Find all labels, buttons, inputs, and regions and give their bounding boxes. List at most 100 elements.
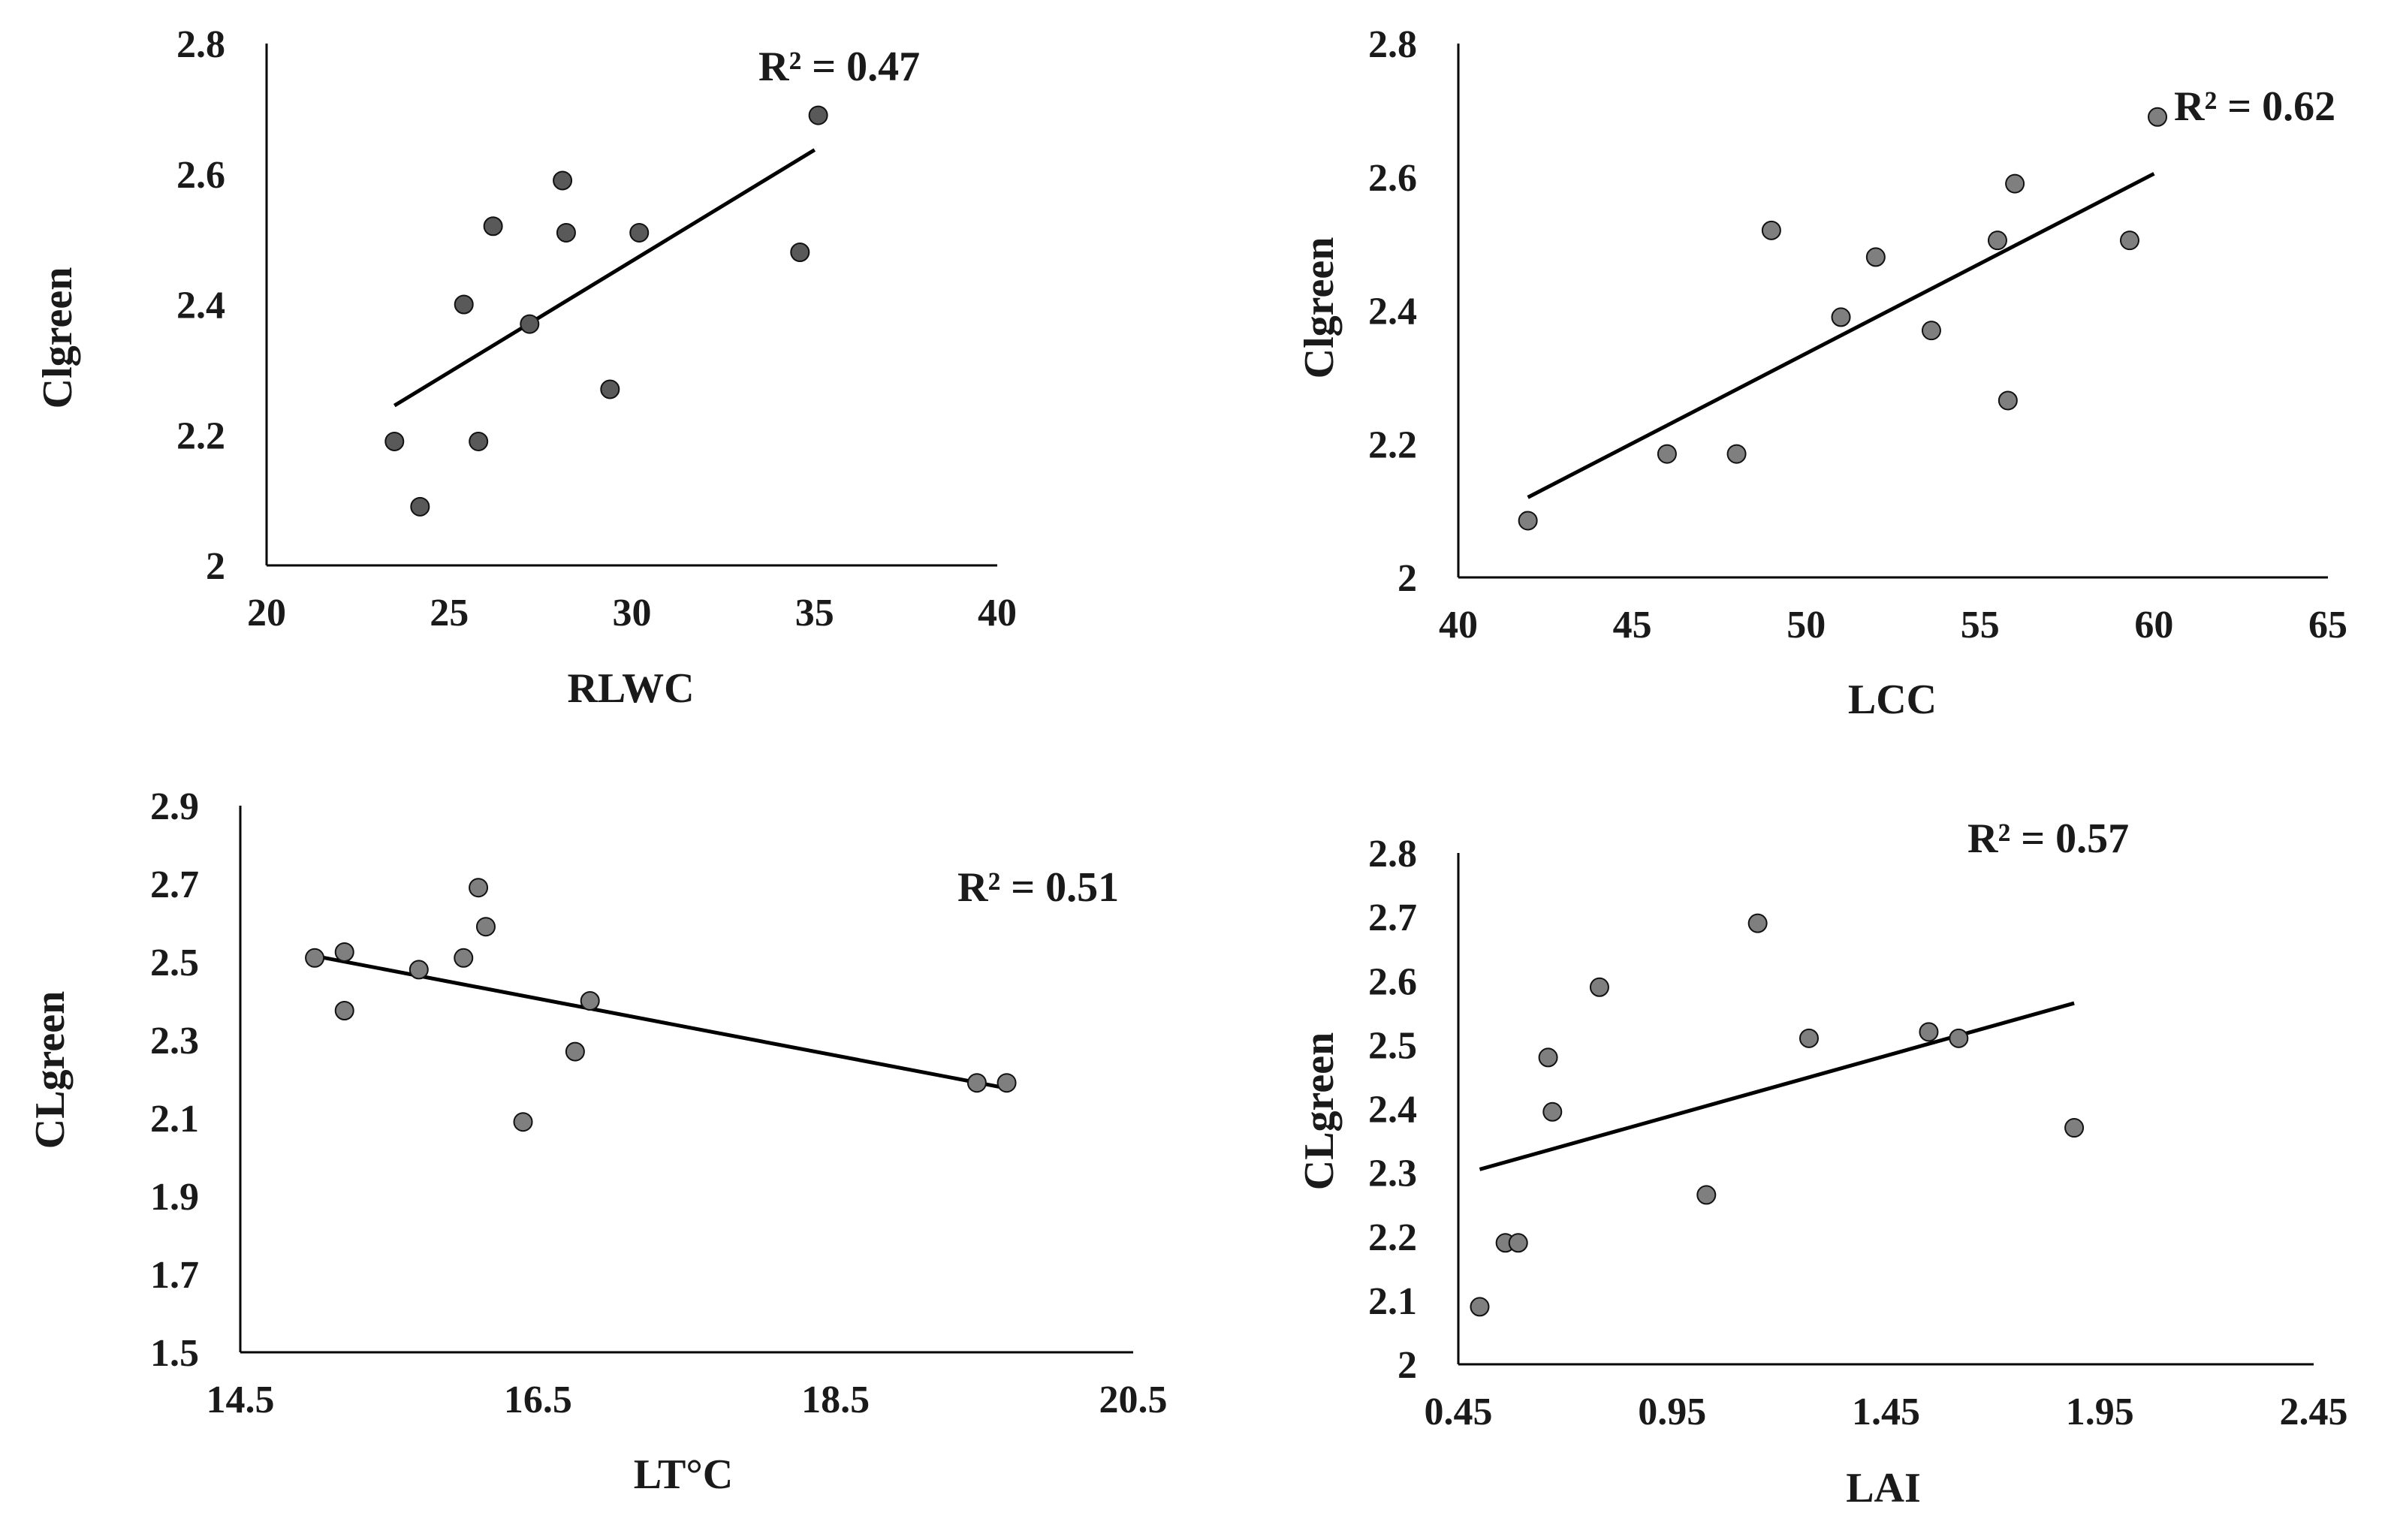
y-tick-label: 2.3 bbox=[1368, 1153, 1417, 1195]
data-point bbox=[808, 105, 828, 125]
data-point bbox=[1949, 1028, 1969, 1048]
x-tick-labels: 14.5 16.5 18.5 20.5 bbox=[207, 1379, 1168, 1421]
y-tick-labels: 1.5 1.7 1.9 2.1 2.3 2.5 2.7 2.9 bbox=[150, 785, 199, 1375]
trendline bbox=[1527, 172, 2155, 499]
data-point bbox=[1538, 1047, 1558, 1068]
data-point bbox=[1761, 220, 1781, 240]
data-point bbox=[1589, 977, 1609, 997]
x-tick-label: 18.5 bbox=[801, 1379, 870, 1421]
trendline bbox=[393, 148, 816, 408]
trendline bbox=[314, 954, 1000, 1089]
x-tick-label: 60 bbox=[2134, 604, 2173, 646]
x-tick-label: 0.45 bbox=[1425, 1391, 1493, 1433]
data-point bbox=[2064, 1118, 2085, 1138]
x-axis-title: LT°C bbox=[634, 1451, 733, 1498]
y-axis-title: CLgreen bbox=[27, 991, 74, 1150]
data-point bbox=[1696, 1185, 1717, 1205]
x-tick-label: 20.5 bbox=[1099, 1379, 1168, 1421]
data-point bbox=[410, 496, 430, 517]
data-point bbox=[409, 960, 429, 980]
r-squared-label: R² = 0.57 bbox=[1967, 815, 2129, 862]
x-tick-label: 14.5 bbox=[207, 1379, 275, 1421]
y-tick-label: 2.7 bbox=[1368, 897, 1417, 939]
panel-ltc: 14.5 16.5 18.5 20.5 1.5 1.7 1.9 2.1 2.3 2.5 2.7 2.… bbox=[27, 785, 1168, 1498]
y-tick-label: 2.6 bbox=[1368, 960, 1417, 1003]
x-tick-label: 35 bbox=[795, 592, 834, 634]
x-tick-label: 40 bbox=[1439, 604, 1478, 646]
y-tick-label: 2.8 bbox=[176, 23, 225, 66]
data-point bbox=[454, 948, 474, 968]
y-tick-label: 2.3 bbox=[150, 1020, 199, 1062]
x-tick-label: 0.95 bbox=[1638, 1391, 1706, 1433]
y-tick-label: 2.5 bbox=[1368, 1024, 1417, 1067]
data-point bbox=[556, 222, 576, 243]
data-point bbox=[1542, 1102, 1563, 1122]
y-tick-label: 1.9 bbox=[150, 1176, 199, 1219]
panel-lai: 0.45 0.95 1.45 1.95 2.45 2 2.1 2.2 2.3 2.4 2.5 2.6… bbox=[1296, 815, 2348, 1511]
data-point bbox=[334, 1001, 354, 1020]
data-point bbox=[580, 991, 600, 1011]
y-tick-label: 1.5 bbox=[150, 1332, 199, 1375]
trendline bbox=[1479, 1001, 2075, 1171]
data-point bbox=[1747, 913, 1768, 933]
data-point bbox=[469, 431, 489, 451]
x-tick-label: 1.45 bbox=[1852, 1391, 1920, 1433]
x-tick-label: 16.5 bbox=[504, 1379, 572, 1421]
x-tick-labels: 20 25 30 35 40 bbox=[247, 592, 1017, 634]
data-point bbox=[1470, 1297, 1490, 1317]
data-points bbox=[1518, 107, 2168, 531]
data-points bbox=[384, 105, 828, 517]
data-point bbox=[600, 379, 620, 399]
x-tick-label: 30 bbox=[613, 592, 652, 634]
data-point bbox=[2005, 173, 2025, 194]
data-points bbox=[1470, 913, 2085, 1317]
y-tick-label: 2.8 bbox=[1368, 833, 1417, 875]
y-tick-labels: 2 2.2 2.4 2.6 2.8 bbox=[176, 23, 225, 588]
y-tick-label: 2.1 bbox=[150, 1098, 199, 1141]
x-tick-label: 20 bbox=[247, 592, 286, 634]
y-tick-label: 2.4 bbox=[1368, 1089, 1417, 1132]
y-tick-label: 2.2 bbox=[1368, 423, 1417, 466]
y-tick-label: 2.4 bbox=[1368, 291, 1417, 333]
x-tick-labels: 40 45 50 55 60 65 bbox=[1439, 604, 2347, 646]
y-tick-label: 2.2 bbox=[1368, 1216, 1417, 1259]
x-tick-label: 2.45 bbox=[2280, 1391, 2348, 1433]
y-axis-title: Clgreen bbox=[35, 267, 81, 409]
y-axis-title: CLgreen bbox=[1296, 1032, 1343, 1191]
y-tick-label: 2.8 bbox=[1368, 23, 1417, 66]
data-point bbox=[483, 216, 503, 237]
y-tick-label: 2.6 bbox=[1368, 157, 1417, 200]
x-tick-label: 25 bbox=[430, 592, 469, 634]
data-point bbox=[565, 1041, 585, 1062]
data-point bbox=[1987, 231, 2007, 251]
data-point bbox=[334, 942, 354, 962]
data-point bbox=[1657, 444, 1677, 464]
data-point bbox=[1508, 1233, 1528, 1253]
data-point bbox=[629, 222, 650, 243]
x-tick-labels: 0.45 0.95 1.45 1.95 2.45 bbox=[1425, 1391, 2348, 1433]
y-tick-label: 2.9 bbox=[150, 785, 199, 828]
y-tick-label: 2.4 bbox=[176, 285, 225, 327]
y-tick-label: 2.7 bbox=[150, 863, 199, 906]
r-squared-label: R² = 0.47 bbox=[758, 44, 920, 90]
data-point bbox=[384, 431, 405, 451]
x-axis-title: LCC bbox=[1848, 677, 1937, 723]
r-squared-label: R² = 0.62 bbox=[2174, 83, 2335, 130]
y-tick-label: 2 bbox=[1398, 557, 1417, 600]
y-tick-label: 2 bbox=[1398, 1344, 1417, 1387]
data-point bbox=[305, 948, 325, 968]
x-tick-label: 1.95 bbox=[2066, 1391, 2134, 1433]
x-tick-label: 55 bbox=[1961, 604, 2000, 646]
data-point bbox=[2148, 107, 2168, 127]
data-point bbox=[1865, 247, 1886, 267]
data-point bbox=[790, 243, 810, 262]
x-axis-title: LAI bbox=[1846, 1465, 1921, 1511]
x-tick-label: 65 bbox=[2308, 604, 2347, 646]
data-point bbox=[1518, 511, 1538, 531]
y-axis-title: Clgreen bbox=[1296, 237, 1343, 379]
data-point bbox=[513, 1112, 533, 1132]
data-point bbox=[1919, 1022, 1939, 1042]
data-point bbox=[1998, 390, 2018, 411]
panel-lcc: 40 45 50 55 60 65 2 2.2 2.4 2.6 2.8 LCC Clgreen R… bbox=[1296, 23, 2347, 723]
